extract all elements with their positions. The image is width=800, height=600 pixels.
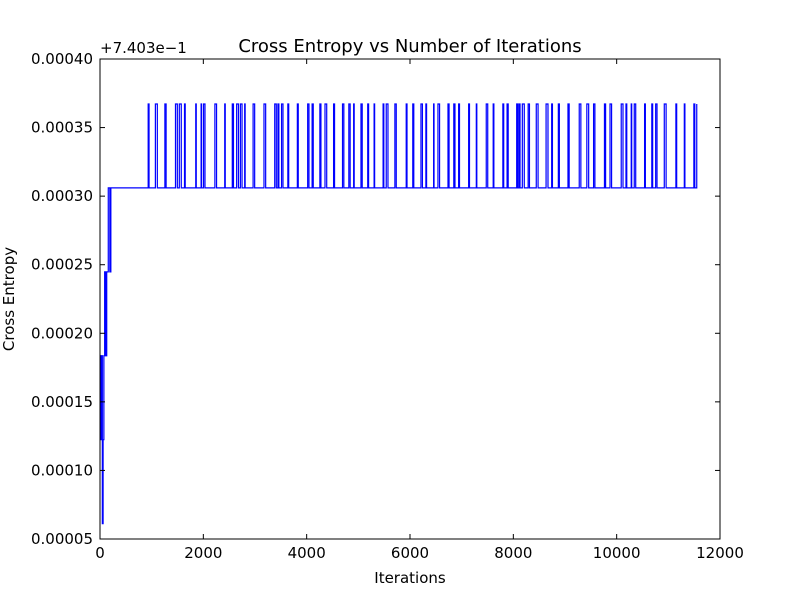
x-axis-label: Iterations (374, 569, 446, 587)
series-layer (100, 103, 698, 525)
y-tick-label: 0.00035 (31, 119, 93, 137)
y-tick-label: 0.00030 (31, 187, 93, 205)
plot-area (99, 58, 721, 540)
x-axis-ticks: 0 2000 4000 6000 8000 10000 12000 (95, 59, 744, 562)
y-tick-label: 0.00010 (31, 461, 93, 479)
chart-title: Cross Entropy vs Number of Iterations (238, 36, 581, 57)
x-tick-label: 12000 (696, 544, 744, 562)
y-tick-label: 0.00020 (31, 324, 93, 342)
x-tick-label: 6000 (391, 544, 429, 562)
y-axis-ticks: 0.00005 0.00010 0.00015 0.00020 0.00025 0.000… (31, 50, 720, 548)
series-line-cross-entropy (100, 103, 698, 525)
x-tick-label: 2000 (184, 544, 222, 562)
y-axis-label: Cross Entropy (0, 247, 18, 351)
y-tick-label: 0.00025 (31, 256, 93, 274)
y-tick-label: 0.00040 (31, 50, 93, 68)
x-tick-label: 0 (95, 544, 105, 562)
x-tick-label: 8000 (494, 544, 532, 562)
y-tick-label: 0.00015 (31, 393, 93, 411)
x-tick-label: 10000 (593, 544, 641, 562)
y-tick-label: 0.00005 (31, 530, 93, 548)
x-tick-label: 4000 (288, 544, 326, 562)
y-offset-text: +7.403e−1 (100, 39, 187, 57)
